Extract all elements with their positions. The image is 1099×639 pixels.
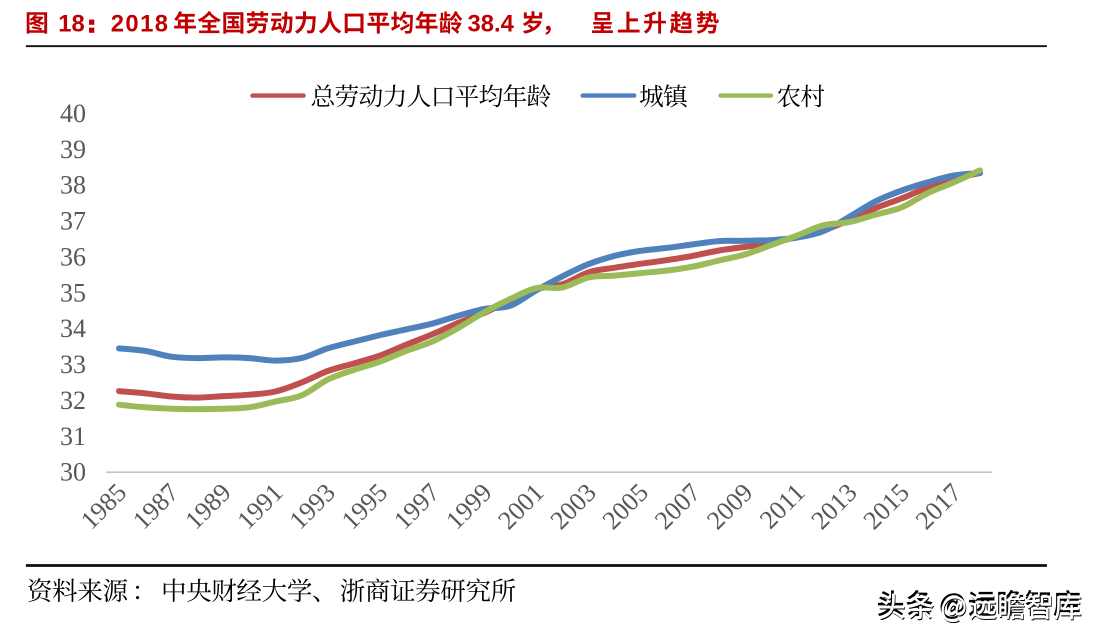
svg-text:30: 30 — [60, 458, 86, 487]
svg-text:2018: 2018 — [111, 11, 170, 38]
svg-text:18: 18 — [58, 11, 84, 38]
svg-text:37: 37 — [60, 207, 86, 236]
svg-text:40: 40 — [60, 99, 86, 128]
svg-text:39: 39 — [60, 135, 86, 164]
svg-text:35: 35 — [60, 278, 86, 307]
svg-text:38: 38 — [60, 171, 86, 200]
svg-text:34: 34 — [60, 314, 86, 343]
svg-text:32: 32 — [60, 386, 86, 415]
svg-text:38.4: 38.4 — [468, 11, 515, 38]
svg-text:33: 33 — [60, 350, 86, 379]
svg-text:36: 36 — [60, 242, 86, 271]
svg-text:31: 31 — [60, 422, 86, 451]
